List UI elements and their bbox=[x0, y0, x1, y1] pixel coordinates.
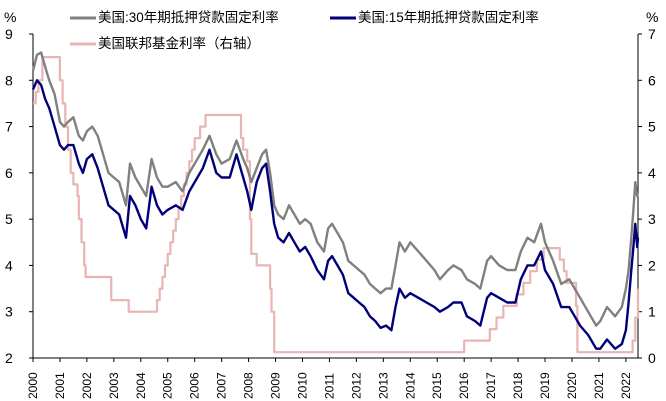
x-tick-label: 2010 bbox=[295, 372, 309, 399]
x-tick-label: 2013 bbox=[376, 372, 390, 399]
x-tick-label: 2022 bbox=[619, 372, 633, 399]
x-tick-label: 2020 bbox=[565, 372, 579, 399]
series-line-15yr bbox=[31, 79, 640, 350]
x-tick-label: 2018 bbox=[511, 372, 525, 399]
x-tick-label: 2021 bbox=[592, 372, 606, 399]
x-tick-label: 2012 bbox=[349, 372, 363, 399]
left-tick-label: 2 bbox=[5, 350, 13, 366]
x-tick-label: 2006 bbox=[188, 372, 202, 399]
right-tick-label: 0 bbox=[648, 350, 656, 366]
x-tick-label: 2016 bbox=[457, 372, 471, 399]
series-lines bbox=[31, 51, 640, 354]
series-line-fedfunds bbox=[33, 56, 640, 354]
left-tick-label: 8 bbox=[5, 72, 13, 88]
left-tick-label: 7 bbox=[5, 119, 13, 135]
left-tick-label: 6 bbox=[5, 165, 13, 181]
right-tick-label: 2 bbox=[648, 257, 656, 273]
left-axis-ticks: 2 3 4 5 6 7 8 9 bbox=[5, 26, 33, 366]
left-tick-label: 5 bbox=[5, 211, 13, 227]
left-tick-label: 9 bbox=[5, 26, 13, 42]
x-axis-ticks: 2000 2001 2002 2003 2004 2005 2006 2007 2008 2009… bbox=[26, 358, 633, 399]
x-tick-label: 2003 bbox=[107, 372, 121, 399]
series-line-30yr bbox=[31, 51, 640, 327]
x-tick-label: 2001 bbox=[53, 372, 67, 399]
right-tick-label: 4 bbox=[648, 165, 656, 181]
left-axis-unit: % bbox=[4, 9, 16, 25]
right-tick-label: 5 bbox=[648, 119, 656, 135]
x-tick-label: 2005 bbox=[161, 372, 175, 399]
x-tick-label: 2004 bbox=[134, 372, 148, 399]
x-tick-label: 2017 bbox=[484, 372, 498, 399]
right-tick-label: 6 bbox=[648, 72, 656, 88]
right-tick-label: 3 bbox=[648, 211, 656, 227]
x-tick-label: 2002 bbox=[80, 372, 94, 399]
legend-label-30yr: 美国:30年期抵押贷款固定利率 bbox=[98, 9, 279, 25]
x-tick-label: 2015 bbox=[430, 372, 444, 399]
left-tick-label: 4 bbox=[5, 257, 13, 273]
x-tick-label: 2008 bbox=[242, 372, 256, 399]
right-axis-unit: % bbox=[646, 9, 658, 25]
legend-label-fedfunds: 美国联邦基金利率（右轴） bbox=[98, 35, 260, 51]
x-tick-label: 2011 bbox=[322, 373, 336, 399]
right-axis-ticks: 0 1 2 3 4 5 6 7 bbox=[638, 26, 656, 366]
x-tick-label: 2019 bbox=[538, 372, 552, 399]
left-tick-label: 3 bbox=[5, 304, 13, 320]
x-tick-label: 2009 bbox=[269, 372, 283, 399]
x-tick-label: 2000 bbox=[26, 372, 40, 399]
x-tick-label: 2014 bbox=[403, 372, 417, 399]
legend: 美国:30年期抵押贷款固定利率 美国:15年期抵押贷款固定利率 美国联邦基金利率… bbox=[70, 9, 539, 51]
right-tick-label: 1 bbox=[648, 304, 656, 320]
right-tick-label: 7 bbox=[648, 26, 656, 42]
x-tick-label: 2007 bbox=[215, 372, 229, 399]
legend-label-15yr: 美国:15年期抵押贷款固定利率 bbox=[358, 9, 539, 25]
